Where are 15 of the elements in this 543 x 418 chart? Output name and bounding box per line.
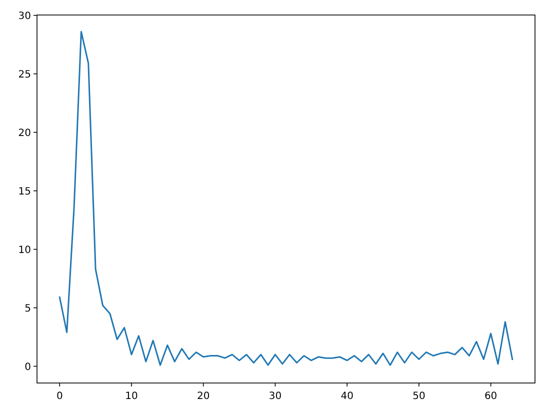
x-tick-label: 30: [268, 391, 282, 402]
y-tick-label: 5: [24, 303, 31, 314]
y-tick-label: 15: [18, 186, 31, 198]
x-tick-label: 10: [125, 391, 138, 402]
y-tick-label: 0: [24, 362, 31, 373]
y-tick-label: 30: [18, 10, 31, 22]
y-tick-label: 20: [18, 128, 31, 139]
y-tick-label: 25: [18, 69, 31, 80]
x-tick-label: 40: [340, 391, 354, 402]
line-series: [58, 30, 514, 366]
x-tick-label: 0: [56, 391, 63, 402]
x-tick-label: 50: [412, 391, 426, 402]
y-tick-label: 10: [18, 244, 31, 256]
x-tick-label: 20: [196, 391, 210, 402]
x-tick-label: 60: [484, 391, 498, 402]
